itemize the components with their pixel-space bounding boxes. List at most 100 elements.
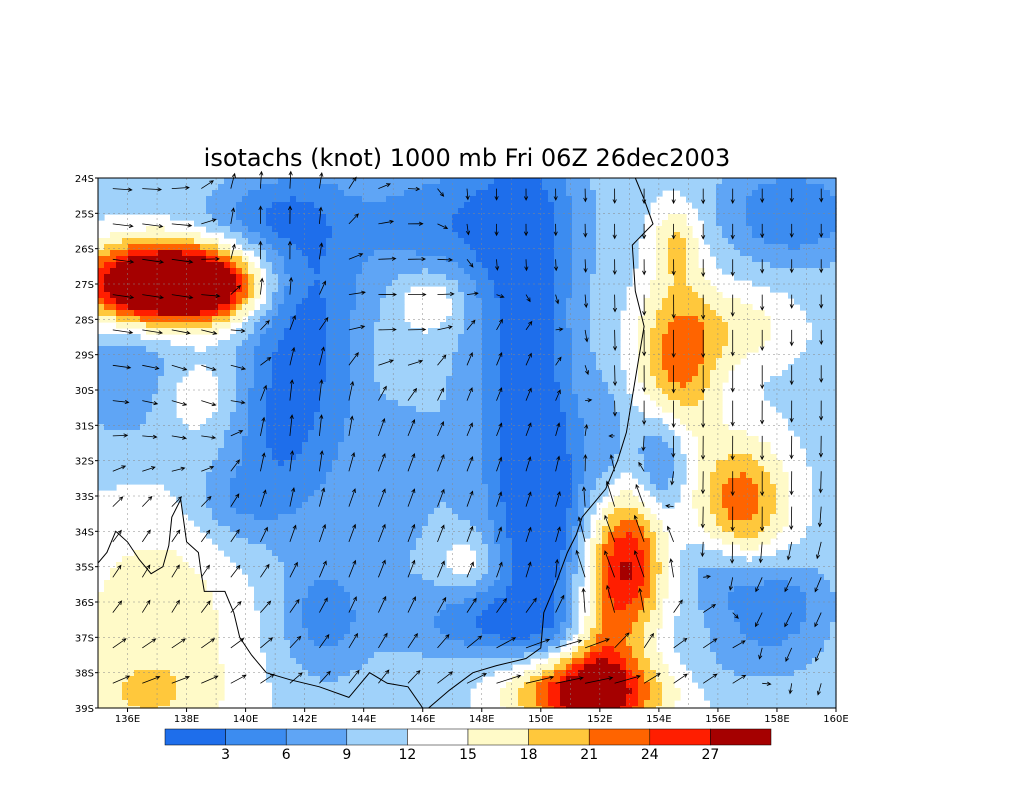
isotach-cell	[572, 532, 579, 539]
wind-vector	[112, 364, 132, 370]
isotach-cell	[374, 370, 453, 377]
isotach-cell	[608, 532, 627, 539]
isotach-cell	[752, 514, 771, 521]
isotach-cell	[446, 316, 465, 323]
isotach-cell	[278, 286, 285, 293]
isotach-cell	[560, 628, 567, 635]
isotach-cell	[206, 364, 237, 371]
isotach-cell	[116, 298, 231, 305]
isotach-cell	[254, 346, 279, 353]
isotach-cell	[656, 250, 669, 257]
isotach-cell	[500, 430, 567, 437]
isotach-cell	[650, 592, 657, 599]
isotach-cell	[482, 430, 501, 437]
isotach-cell	[686, 244, 699, 251]
isotach-cell	[416, 538, 483, 545]
isotach-cell	[590, 598, 597, 605]
isotach-cell	[644, 310, 657, 317]
isotach-cell	[650, 286, 669, 293]
isotach-cell	[554, 370, 573, 377]
isotach-cell	[350, 400, 399, 407]
isotach-cell	[758, 508, 777, 515]
isotach-cell	[596, 478, 615, 485]
wind-vector	[319, 560, 327, 578]
isotach-cell	[602, 370, 627, 377]
isotach-cell	[566, 304, 591, 311]
isotach-cell	[806, 592, 837, 599]
isotach-cell	[500, 694, 519, 701]
isotach-cell	[98, 700, 129, 707]
isotach-cell	[680, 598, 699, 605]
wind-vector	[112, 675, 131, 684]
wind-vector	[319, 634, 330, 649]
isotach-cell	[458, 208, 555, 215]
isotach-cell	[650, 568, 663, 575]
isotach-cell	[596, 544, 603, 551]
isotach-cell	[242, 256, 249, 263]
isotach-cell	[764, 382, 837, 389]
isotach-cell	[506, 592, 555, 599]
isotach-cell	[218, 520, 429, 527]
isotach-cell	[440, 322, 465, 329]
isotach-cell	[590, 574, 597, 581]
isotach-cell	[698, 460, 717, 467]
isotach-cell	[818, 568, 837, 575]
isotach-cell	[332, 460, 483, 467]
isotach-cell	[464, 238, 555, 245]
isotach-cell	[464, 322, 483, 329]
wind-vector	[525, 320, 533, 331]
isotach-cell	[812, 466, 837, 473]
isotach-cell	[284, 256, 309, 263]
isotach-cell	[548, 682, 561, 689]
isotach-cell	[494, 292, 555, 299]
wind-vector	[258, 240, 263, 260]
isotach-cell	[236, 466, 333, 473]
isotach-cell	[650, 562, 663, 569]
isotach-cell	[806, 598, 837, 605]
isotach-cell	[266, 658, 297, 665]
isotach-cell	[692, 670, 735, 677]
isotach-cell	[770, 286, 837, 293]
wind-vector	[635, 483, 645, 507]
isotach-cell	[572, 214, 597, 221]
isotach-cell	[356, 292, 387, 299]
isotach-cell	[572, 502, 579, 509]
isotach-cell	[98, 178, 225, 185]
isotach-cell	[512, 580, 555, 587]
isotach-cell	[446, 292, 465, 299]
wind-vector	[407, 488, 416, 507]
isotach-cell	[122, 688, 177, 695]
wind-vector	[407, 632, 418, 649]
isotach-cell	[302, 298, 327, 305]
isotach-cell	[170, 700, 219, 707]
isotach-cell	[716, 256, 753, 263]
isotach-cell	[128, 244, 201, 251]
isotach-cell	[326, 250, 375, 257]
isotach-cell	[734, 610, 807, 617]
isotach-cell	[704, 220, 717, 227]
isotach-cell	[716, 214, 747, 221]
isotach-cell	[482, 478, 501, 485]
isotach-cell	[104, 424, 141, 431]
wind-vector	[466, 597, 477, 613]
isotach-cell	[104, 298, 117, 305]
wind-vector	[642, 259, 647, 276]
isotach-cell	[656, 274, 675, 281]
isotach-cell	[704, 346, 723, 353]
isotach-cell	[98, 664, 225, 671]
isotach-cell	[596, 580, 603, 587]
wind-vector	[200, 600, 211, 613]
wind-vector	[760, 329, 765, 352]
isotach-cell	[698, 472, 711, 479]
isotach-cell	[602, 580, 609, 587]
isotach-cell	[356, 274, 399, 281]
isotach-cell	[662, 568, 669, 575]
isotach-cell	[638, 358, 651, 365]
wind-vector	[730, 541, 735, 564]
isotach-cell	[668, 214, 687, 221]
wind-vector	[701, 259, 706, 278]
isotach-cell	[710, 496, 723, 503]
isotach-cell	[782, 640, 825, 647]
wind-vector	[407, 292, 427, 297]
wind-vector	[258, 205, 263, 224]
